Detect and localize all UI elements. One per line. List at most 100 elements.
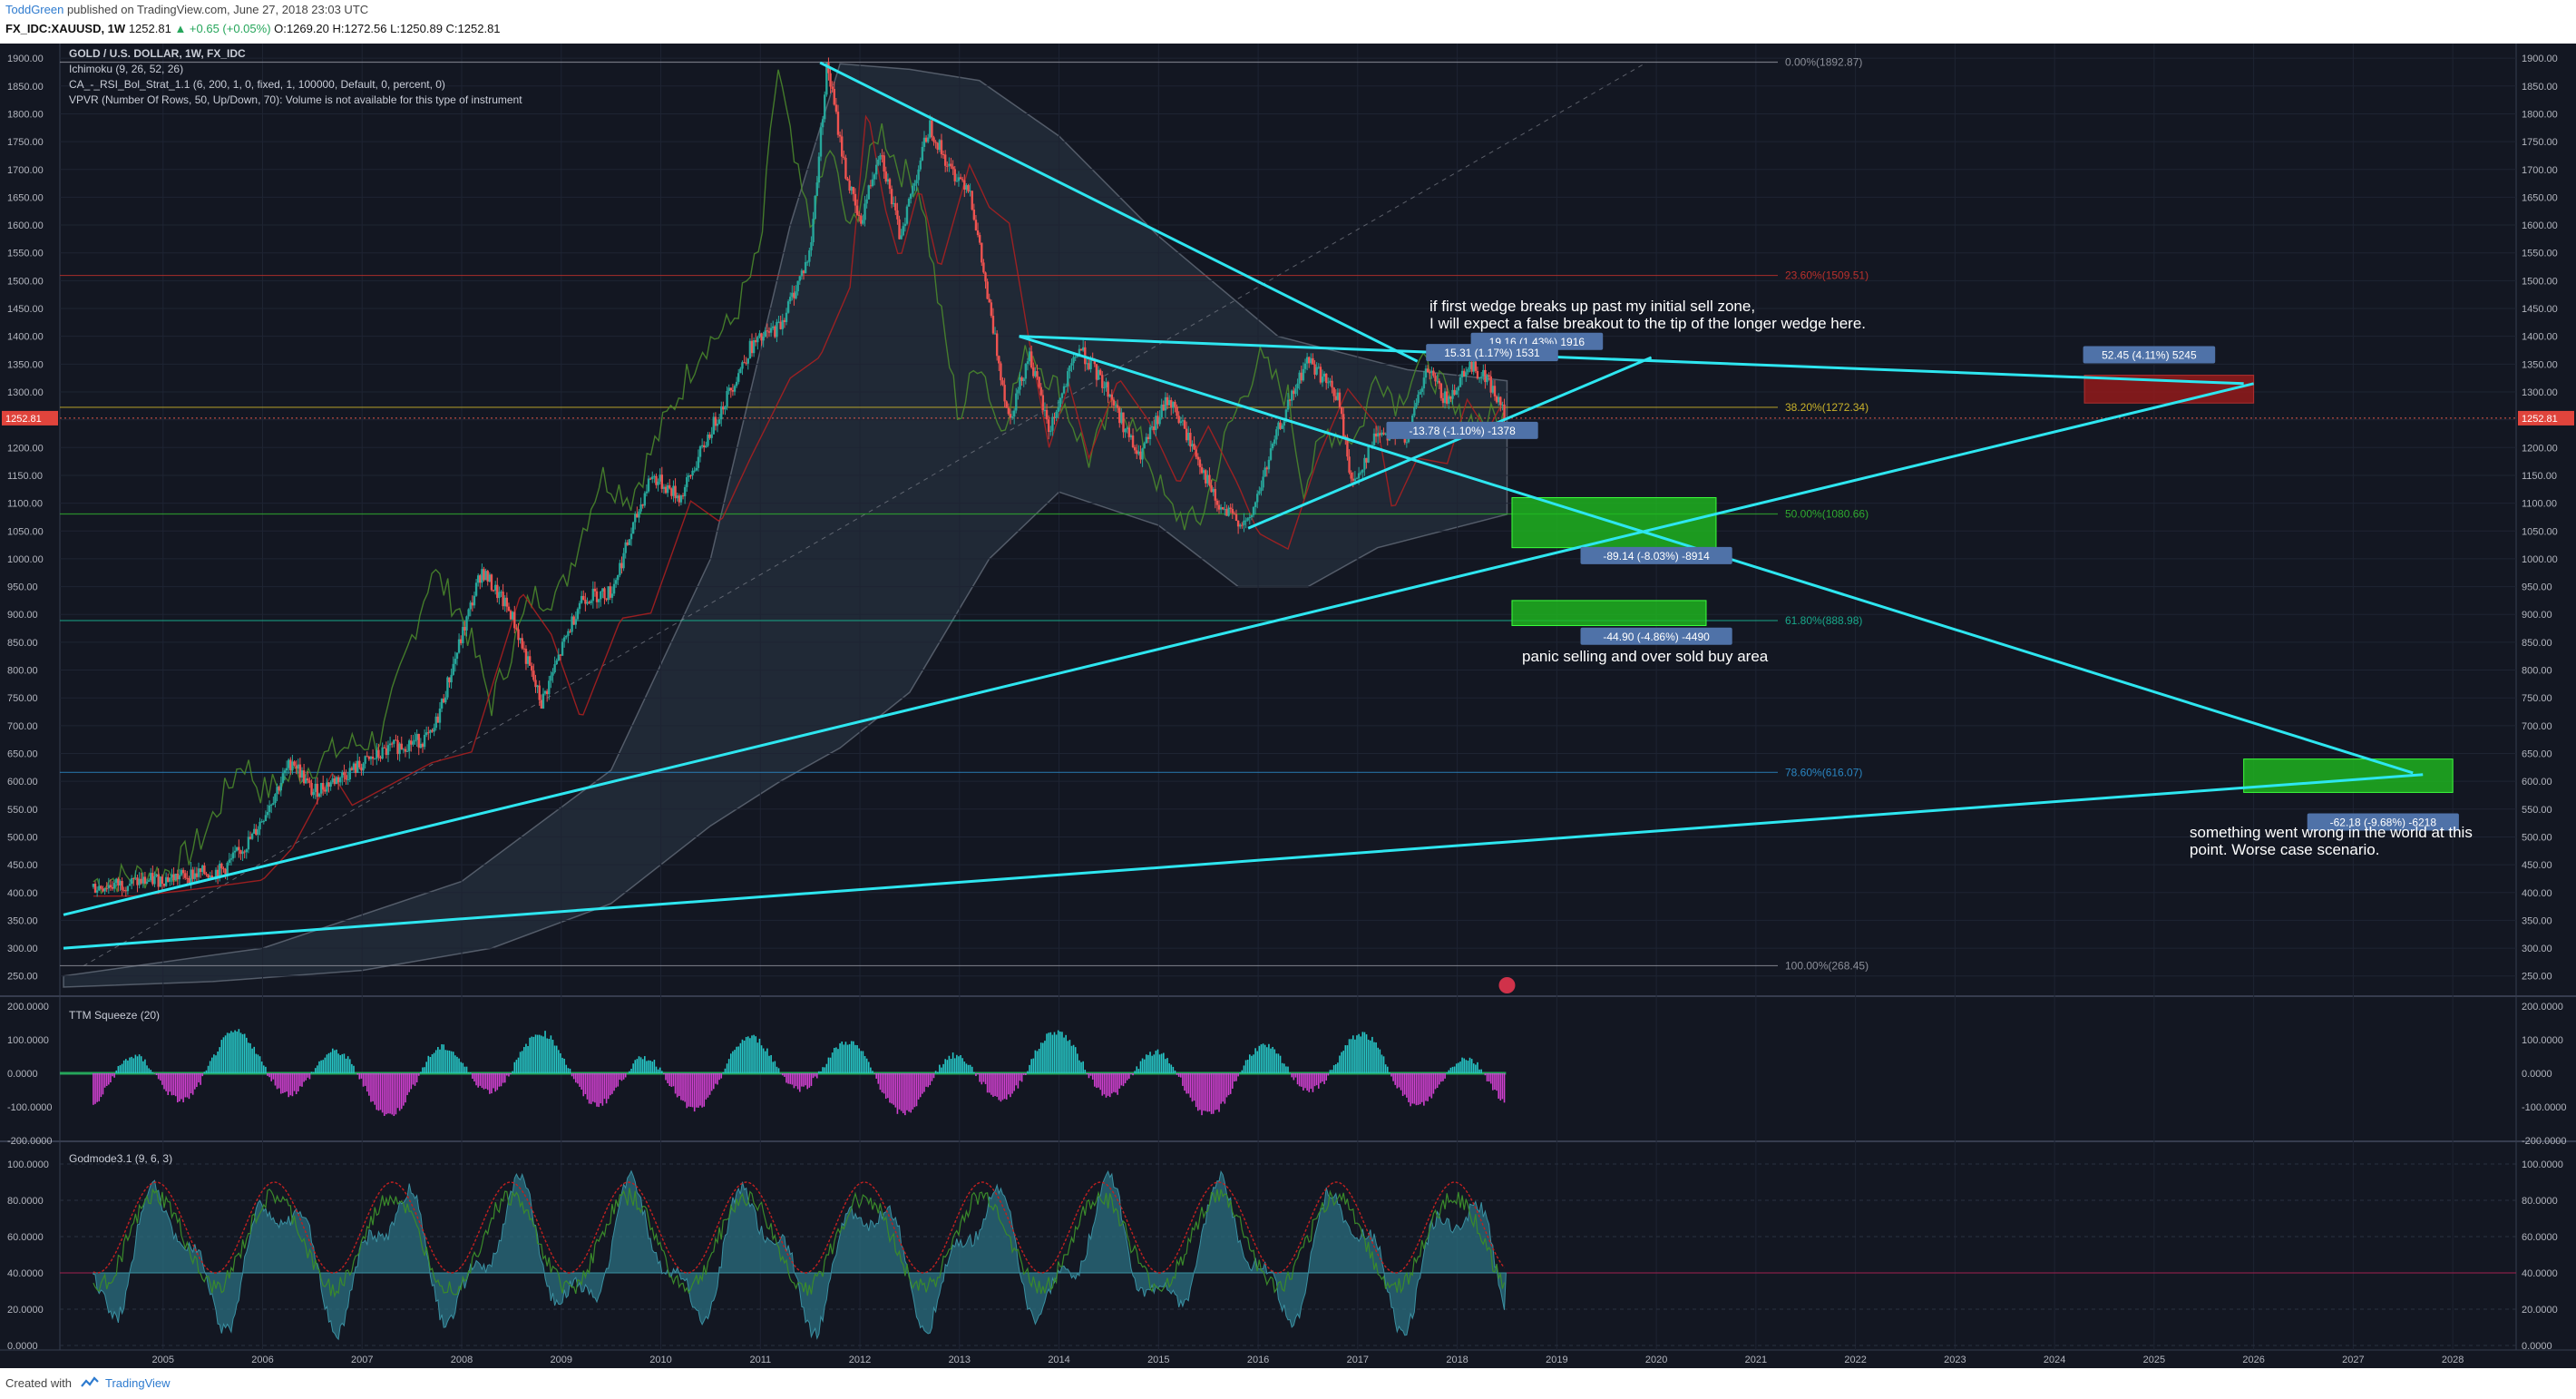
candle-body: [1377, 433, 1380, 437]
candle-body: [396, 739, 399, 755]
candle-body: [1170, 400, 1173, 408]
candle-body: [647, 478, 650, 492]
candle-body: [1350, 472, 1352, 479]
candle-body: [1060, 393, 1064, 398]
candle-body: [377, 749, 380, 758]
candle-body: [943, 154, 947, 166]
ttm-tick-left: -200.0000: [7, 1136, 53, 1147]
candle-body: [1005, 401, 1008, 408]
candle-body: [98, 885, 101, 891]
candle-body: [469, 602, 472, 610]
tradingview-link[interactable]: TradingView: [105, 1376, 171, 1390]
candle-body: [769, 328, 773, 333]
candle-body: [476, 575, 480, 583]
candle-body: [915, 180, 918, 184]
godmode-tick-right: 60.0000: [2522, 1232, 2558, 1243]
candle-body: [488, 574, 492, 582]
time-tick: 2023: [1944, 1355, 1966, 1365]
candle-body: [686, 476, 688, 487]
candle-body: [352, 763, 356, 770]
candle-body: [159, 876, 162, 887]
candle-body: [356, 760, 359, 773]
candle-body: [203, 865, 206, 875]
candle-body: [619, 563, 621, 575]
candle-body: [526, 656, 530, 664]
candle-body: [1338, 392, 1342, 408]
legend-vpvr[interactable]: VPVR (Number Of Rows, 50, Up/Down, 70): …: [69, 93, 522, 106]
candle-body: [1367, 445, 1370, 463]
candle-body: [902, 226, 904, 236]
candle-body: [561, 641, 564, 656]
candle-body: [864, 203, 866, 220]
candle-body: [697, 456, 700, 468]
price-tick-right: 700.00: [2522, 721, 2552, 732]
candle-body: [777, 321, 780, 323]
candle-body: [865, 199, 868, 204]
candle-body: [982, 262, 985, 273]
tradingview-logo-icon: [81, 1376, 99, 1387]
candle-body: [1224, 509, 1226, 511]
candle-body: [247, 836, 250, 850]
candle-body: [337, 777, 340, 783]
legend-rsi-bol[interactable]: CA_-_RSI_Bol_Strat_1.1 (6, 200, 1, 0, fi…: [69, 78, 445, 91]
candle-body: [795, 291, 797, 298]
candle-body: [569, 631, 571, 632]
candle-body: [1277, 422, 1280, 430]
legend-ichimoku[interactable]: Ichimoku (9, 26, 52, 26): [69, 63, 184, 75]
candle-body: [1064, 386, 1068, 387]
candle-body: [109, 885, 112, 887]
candle-body: [210, 876, 213, 878]
candle-body: [1036, 371, 1039, 377]
candle-body: [674, 485, 677, 499]
candle-body: [291, 761, 294, 770]
candle-body: [707, 435, 709, 446]
legend-godmode[interactable]: Godmode3.1 (9, 6, 3): [69, 1152, 173, 1165]
candle-body: [913, 183, 916, 186]
candle-body: [448, 677, 451, 683]
candle-body: [1019, 377, 1021, 390]
candle-body: [481, 569, 483, 583]
candle-body: [976, 230, 980, 236]
candle-body: [1467, 368, 1469, 373]
candle-body: [971, 191, 973, 210]
candle-body: [858, 214, 861, 216]
candle-body: [1143, 443, 1146, 449]
candle-body: [390, 743, 394, 745]
candle-body: [1081, 347, 1085, 351]
candle-body: [548, 680, 551, 695]
candle-body: [455, 652, 459, 660]
candle-body: [1155, 416, 1157, 430]
candle-body: [678, 495, 680, 503]
price-tick-left: 1600.00: [7, 220, 44, 231]
candle-body: [779, 321, 782, 329]
candle-body: [302, 770, 306, 784]
candle-body: [1256, 494, 1259, 503]
candle-body: [907, 199, 911, 207]
candle-body: [1361, 469, 1364, 473]
chart-area[interactable]: 1900.00 1900.00 1850.00 1850.00 1800.00 1800.…: [0, 44, 2576, 1368]
candle-body: [471, 602, 474, 606]
candle-body: [748, 340, 752, 359]
price-tick-left: 1300.00: [7, 387, 44, 398]
candle-body: [551, 671, 554, 676]
candle-body: [1434, 376, 1437, 382]
candle-body: [305, 778, 307, 784]
candle-body: [871, 179, 874, 187]
godmode-green-line: [93, 1188, 1506, 1298]
candle-body: [1179, 421, 1183, 424]
time-tick: 2016: [1247, 1355, 1269, 1365]
chart-canvas[interactable]: 1900.00 1900.00 1850.00 1850.00 1800.00 1800.…: [0, 44, 2576, 1368]
author-link[interactable]: ToddGreen: [5, 3, 64, 16]
candle-body: [1355, 478, 1359, 480]
candle-body: [879, 155, 882, 160]
candle-body: [1217, 504, 1221, 510]
candle-body: [153, 876, 156, 885]
candle-body: [1248, 516, 1251, 519]
candle-body: [798, 276, 801, 281]
legend-ttm[interactable]: TTM Squeeze (20): [69, 1009, 161, 1022]
candle-body: [454, 659, 457, 664]
candle-body: [629, 533, 633, 540]
candle-body: [883, 155, 885, 172]
candle-body: [259, 821, 261, 830]
candle-body: [886, 179, 890, 182]
